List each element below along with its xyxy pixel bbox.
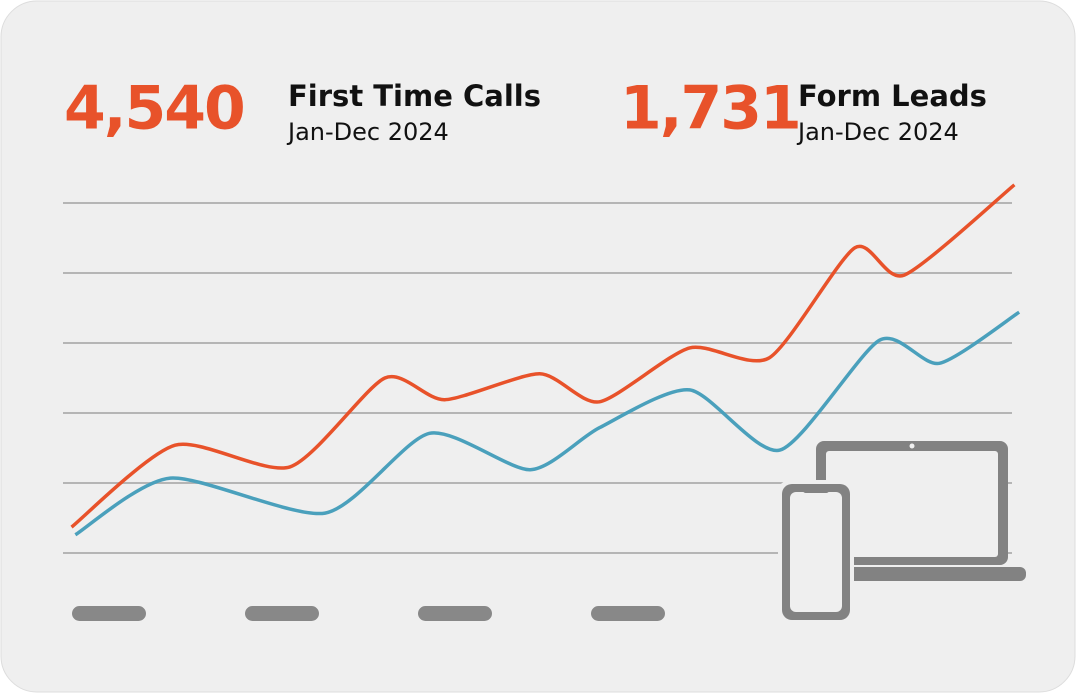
kpi-label: Form Leads [798, 79, 987, 113]
kpi-value: 1,731 [620, 74, 800, 144]
series-line [74, 310, 1021, 537]
kpi-period: Jan-Dec 2024 [286, 118, 449, 146]
plot [63, 183, 1021, 554]
kpi-period: Jan-Dec 2024 [796, 118, 959, 146]
kpi-label: First Time Calls [288, 79, 541, 113]
axis-placeholders [72, 606, 665, 621]
series-line [70, 183, 1016, 529]
kpi-value: 4,540 [64, 74, 244, 144]
device-icon [778, 441, 1026, 624]
